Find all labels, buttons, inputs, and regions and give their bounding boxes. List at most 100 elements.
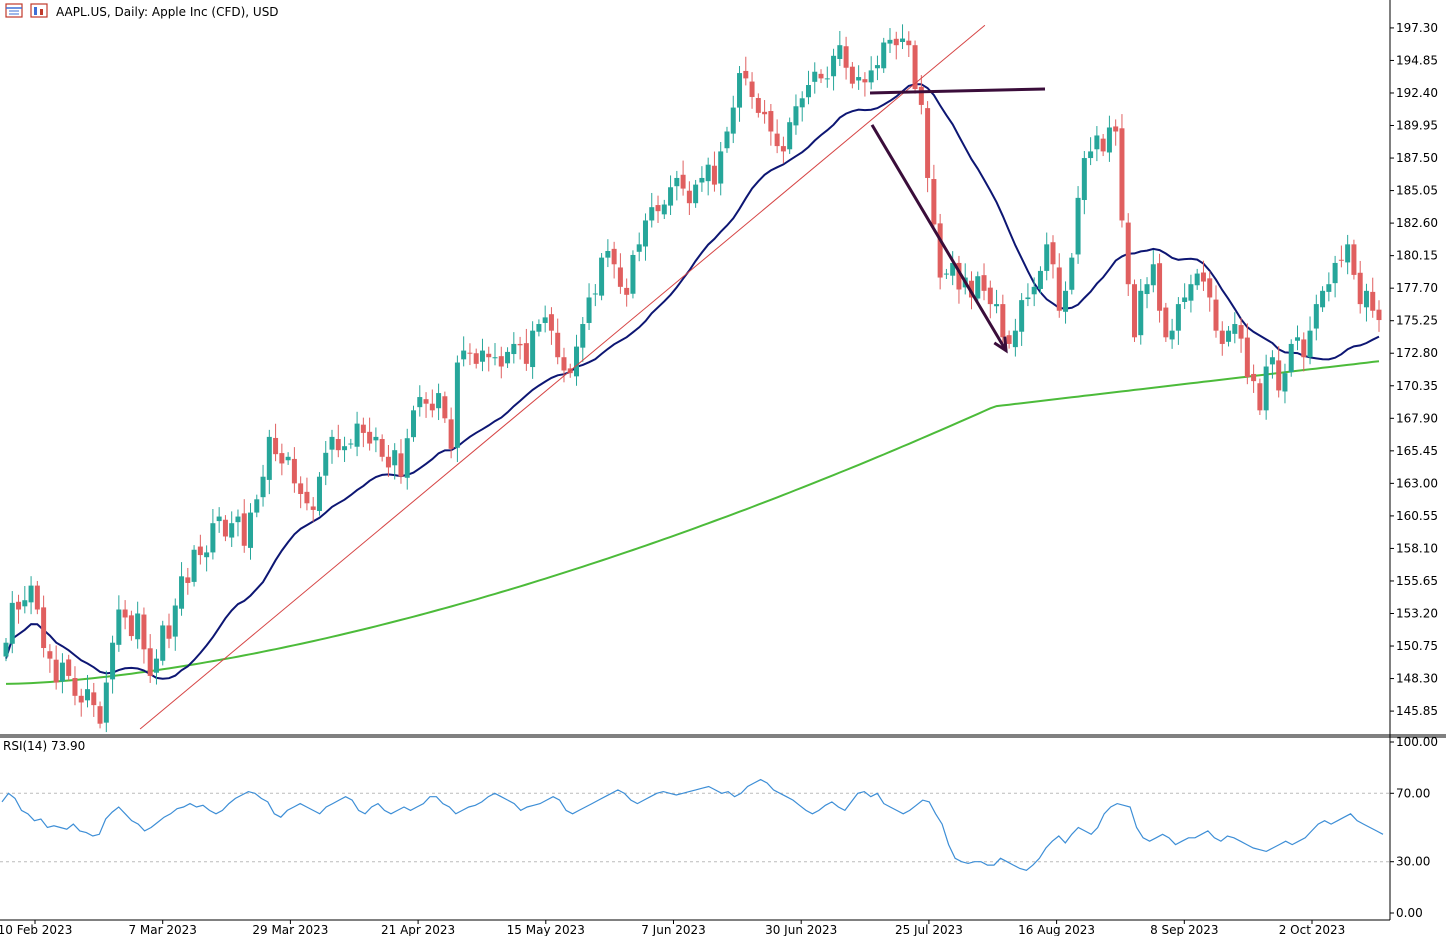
candle	[436, 383, 442, 421]
candle	[1326, 272, 1332, 302]
candle-body	[310, 506, 316, 510]
time-tick-label: 30 Jun 2023	[765, 923, 837, 936]
candle	[931, 164, 937, 232]
candle-body	[411, 410, 417, 438]
rsi-tick-label: 70.00	[1396, 786, 1430, 800]
candle	[1244, 323, 1250, 385]
price-tick-label: 185.05	[1396, 184, 1438, 198]
candle	[166, 613, 172, 649]
candle	[812, 62, 818, 94]
candle	[348, 438, 354, 449]
candle	[373, 427, 379, 453]
candle-body	[805, 85, 811, 98]
candle	[229, 511, 235, 547]
candle-body	[216, 516, 222, 522]
candle	[1276, 346, 1282, 398]
candle-body	[849, 66, 855, 84]
candle-body	[1175, 304, 1181, 331]
candle-body	[1050, 242, 1056, 265]
trendline[interactable]	[139, 24, 986, 730]
candle	[517, 336, 523, 360]
candle	[981, 263, 987, 301]
candle-body	[323, 452, 329, 476]
candle-body	[655, 205, 661, 212]
candle	[329, 429, 335, 464]
candle-body	[1294, 337, 1300, 341]
price-tick-label: 180.15	[1396, 249, 1438, 263]
candle	[260, 464, 266, 507]
candle	[780, 136, 786, 164]
candle	[1150, 250, 1156, 293]
header-icons	[5, 3, 48, 18]
candle	[122, 600, 128, 630]
candle	[925, 101, 931, 193]
candle-body	[812, 71, 818, 82]
candle	[316, 472, 322, 516]
candle-body	[711, 165, 717, 185]
candle	[831, 48, 837, 91]
candle	[1113, 119, 1119, 146]
support-line[interactable]	[869, 87, 1046, 95]
rsi-reference-lines	[0, 792, 1390, 863]
candle	[298, 476, 304, 509]
chart-window-icon[interactable]	[5, 3, 23, 18]
candle-body	[530, 330, 536, 368]
candle-body	[360, 424, 366, 433]
candle-body	[1326, 284, 1332, 292]
candle	[1376, 300, 1382, 332]
candle-body	[994, 304, 1000, 307]
candle-body	[1251, 373, 1257, 382]
candle-body	[987, 287, 993, 305]
candle-body	[1320, 290, 1326, 308]
candle	[153, 649, 159, 685]
candle-body	[1194, 273, 1200, 286]
candle	[511, 332, 517, 364]
candle	[956, 255, 962, 304]
candle-body	[1376, 309, 1382, 321]
candle-body	[624, 287, 630, 295]
candle-body	[254, 499, 260, 513]
candle	[3, 638, 9, 662]
candle	[103, 670, 109, 733]
candle-body	[266, 436, 272, 480]
candle	[59, 653, 65, 694]
candle-body	[1370, 291, 1376, 311]
candle	[1000, 294, 1006, 350]
candle-body	[53, 659, 59, 683]
price-tick-label: 160.55	[1396, 509, 1438, 523]
candle	[1169, 318, 1175, 349]
candle-body	[235, 516, 241, 523]
candle-body	[511, 343, 517, 355]
candle	[210, 508, 216, 560]
candle-body	[1307, 330, 1313, 358]
candle	[655, 195, 661, 223]
candle	[749, 72, 755, 109]
price-tick-label: 197.30	[1396, 21, 1438, 35]
candle-body	[423, 399, 429, 404]
candle-body	[536, 324, 542, 332]
arrow-shaft[interactable]	[870, 124, 1008, 352]
candle	[843, 36, 849, 80]
candle	[398, 439, 404, 484]
candle-body	[580, 324, 586, 348]
candle	[385, 444, 391, 477]
candlesticks	[3, 24, 1382, 733]
candle	[718, 141, 724, 196]
candle-body	[492, 357, 498, 359]
candle	[1037, 266, 1043, 294]
candle	[730, 95, 736, 144]
candle-body	[900, 38, 906, 42]
candle	[492, 343, 498, 366]
candle-body	[555, 332, 561, 358]
candle-body	[204, 552, 210, 558]
candle-body	[28, 585, 34, 603]
candle-body	[329, 436, 335, 450]
candle	[1025, 283, 1031, 307]
chart-type-icon[interactable]	[30, 3, 48, 18]
candle-body	[9, 602, 15, 644]
candle-body	[461, 350, 467, 360]
candle	[354, 411, 360, 457]
candle-body	[542, 317, 548, 323]
candle	[473, 348, 479, 369]
